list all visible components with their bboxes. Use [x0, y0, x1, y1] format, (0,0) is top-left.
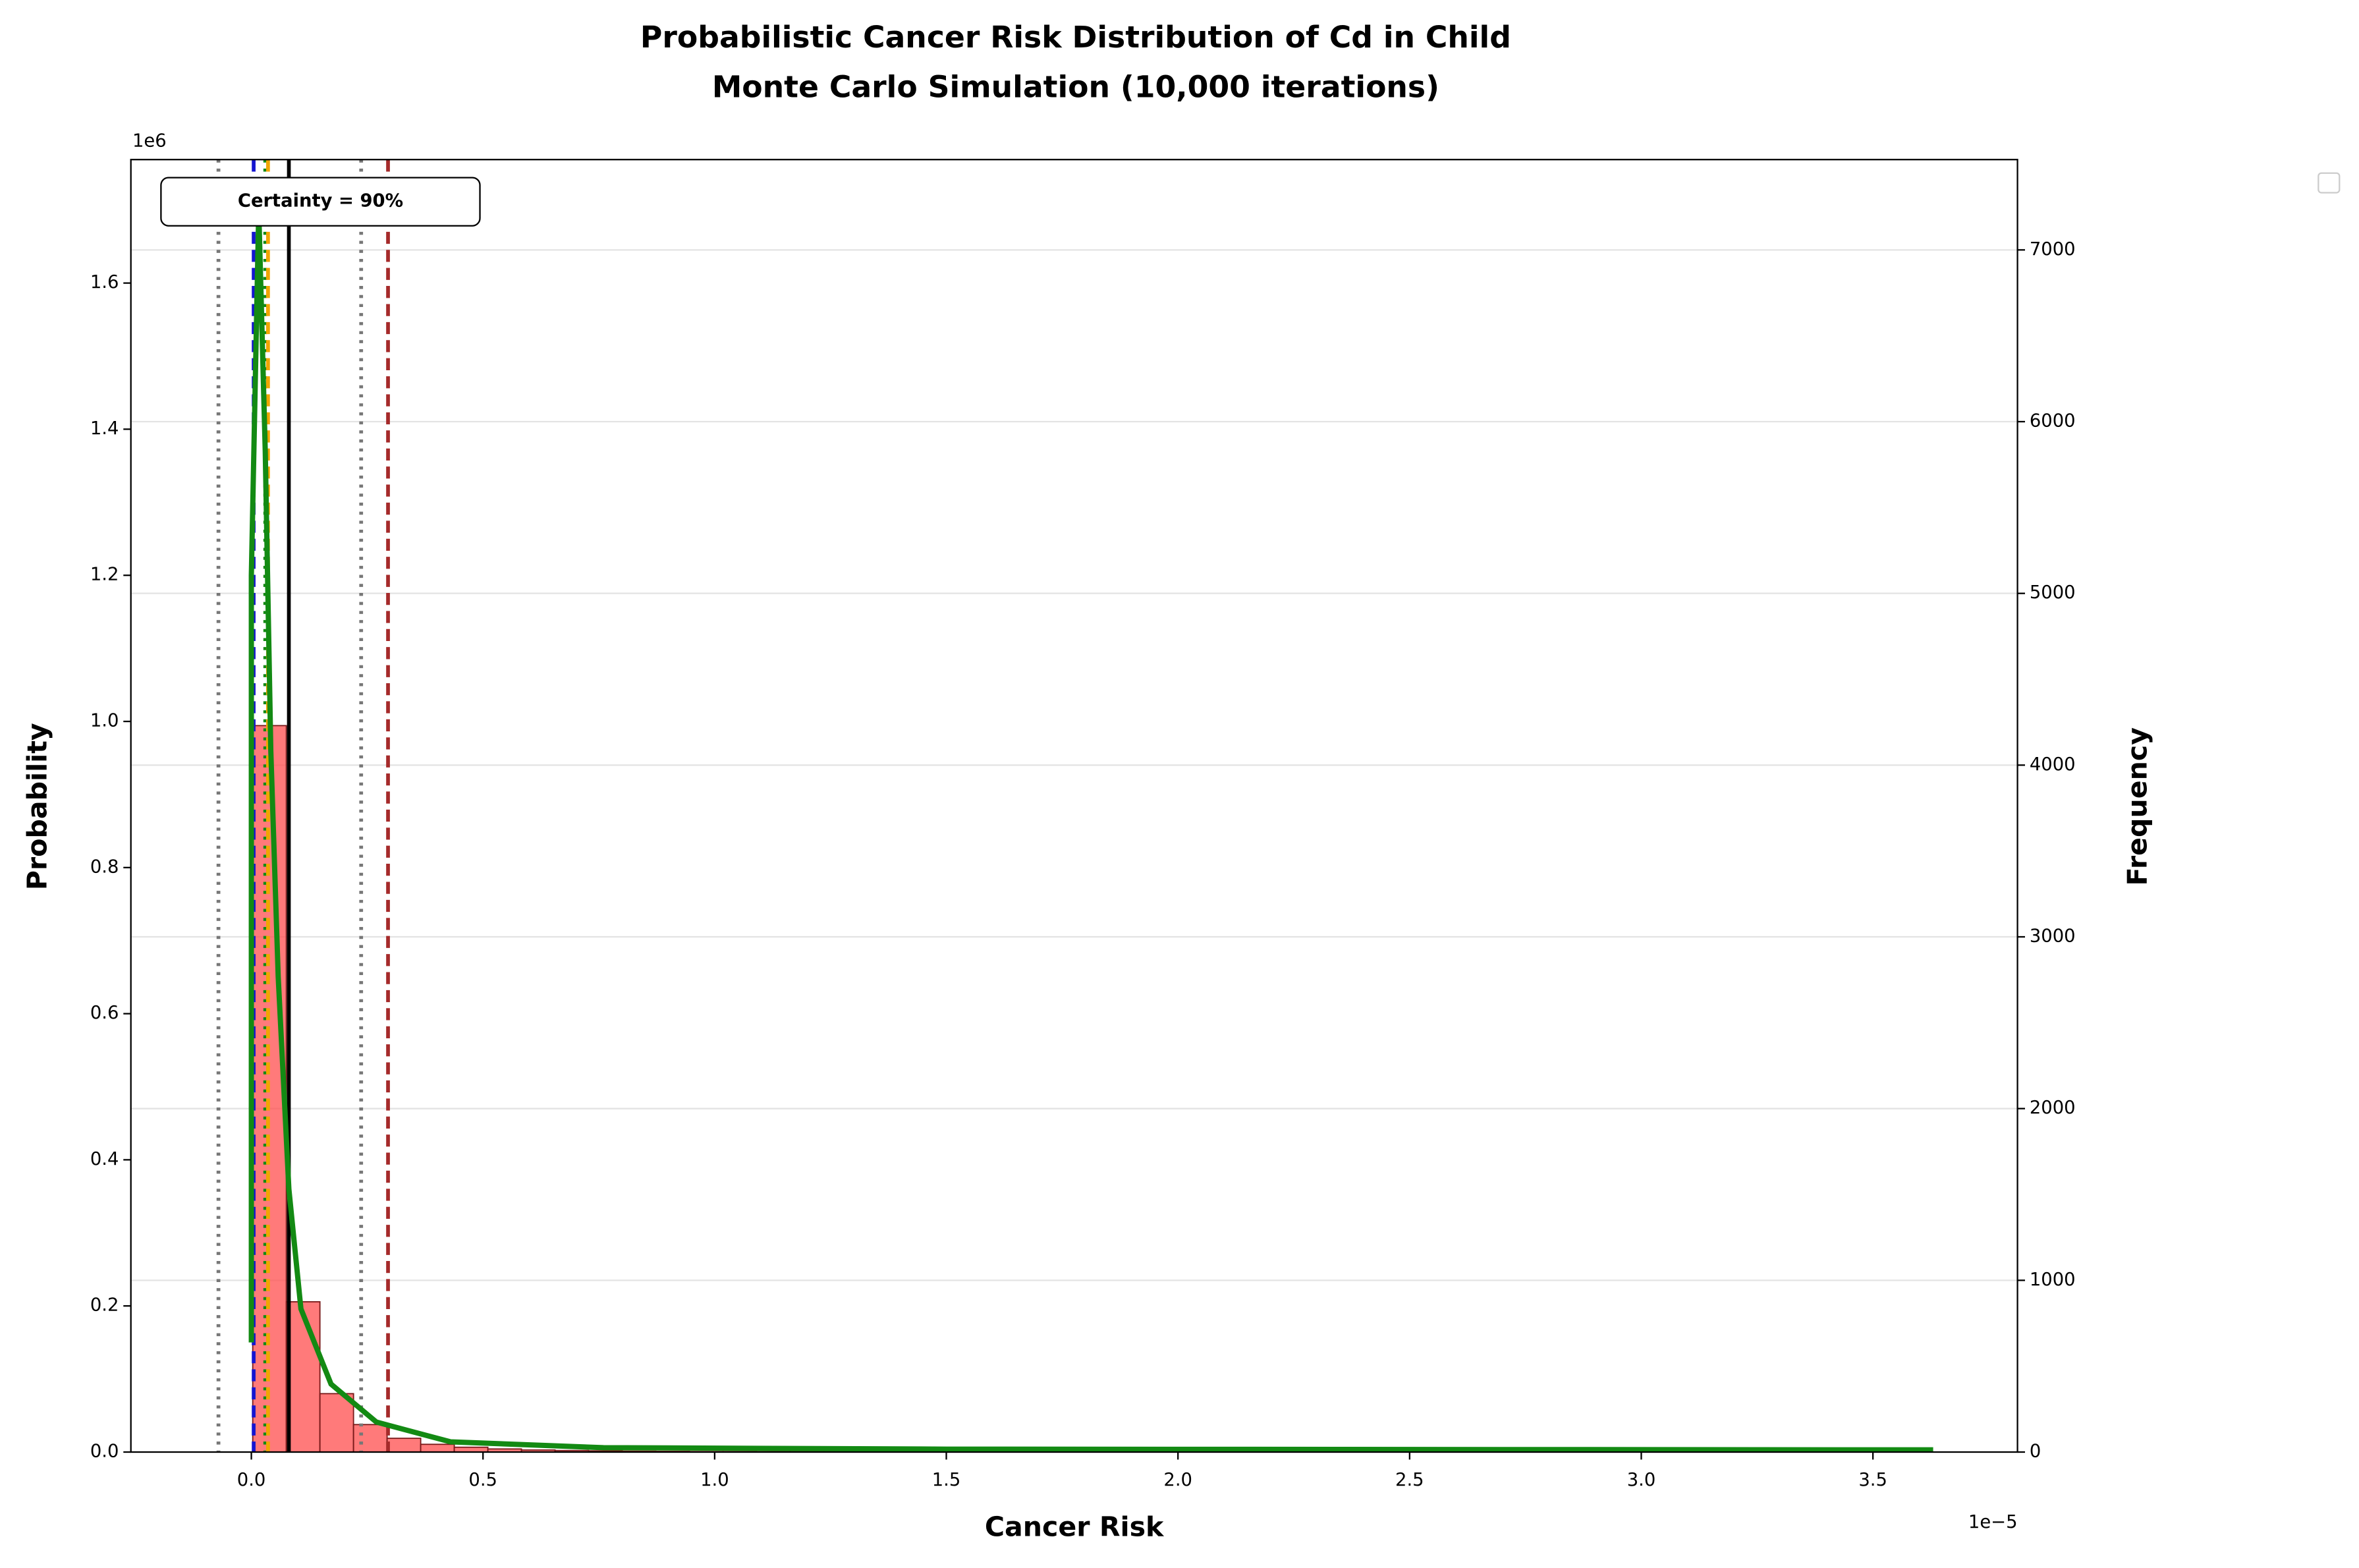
y-tick-label: 0.0	[90, 1442, 119, 1462]
y2-tick-label: 3000	[2030, 926, 2076, 947]
y-tick-label: 0.2	[90, 1295, 119, 1316]
y-tick-label: 1.4	[90, 418, 119, 439]
y2-tick-label: 5000	[2030, 582, 2076, 603]
annotation-box	[160, 177, 481, 227]
y-tick-label: 1.0	[90, 711, 119, 731]
y2-tick-label: 7000	[2030, 239, 2076, 260]
y-axis-label: Probability	[21, 723, 53, 890]
y-tick-label: 0.8	[90, 856, 119, 877]
empty-legend	[2317, 172, 2341, 194]
chart-subtitle: Monte Carlo Simulation (10,000 iteration…	[712, 69, 1439, 104]
y2-tick-label: 1000	[2030, 1270, 2076, 1290]
x-offset-label: 1e−5	[1968, 1512, 2018, 1532]
x-axis-label: Cancer Risk	[985, 1511, 1165, 1542]
x-tick-label: 3.5	[1858, 1470, 1887, 1490]
x-tick-label: 0.0	[237, 1470, 266, 1490]
y-tick-label: 0.6	[90, 1003, 119, 1023]
histogram-bar	[285, 1301, 321, 1453]
y2-tick-label: 2000	[2030, 1098, 2076, 1118]
y2-axis-label: Frequency	[2122, 727, 2153, 886]
y-tick-label: 0.4	[90, 1149, 119, 1169]
x-tick-label: 3.0	[1627, 1470, 1656, 1490]
histogram-bar	[386, 1438, 422, 1453]
plot-frame	[130, 159, 2018, 1453]
y-tick-label: 1.2	[90, 565, 119, 585]
kde-curve	[248, 210, 1933, 1453]
y2-tick-label: 4000	[2030, 754, 2076, 775]
x-tick-label: 1.5	[932, 1470, 961, 1490]
histogram-bar	[319, 1393, 354, 1453]
x-tick-label: 2.0	[1163, 1470, 1192, 1490]
chart-title: Probabilistic Cancer Risk Distribution o…	[640, 20, 1511, 55]
y2-tick-label: 0	[2030, 1442, 2041, 1462]
x-tick-label: 0.5	[468, 1470, 497, 1490]
x-tick-label: 1.0	[700, 1470, 729, 1490]
annotation: Certainty = 90%	[238, 191, 403, 211]
histogram-bar	[420, 1443, 455, 1453]
y-offset-label: 1e6	[132, 130, 167, 151]
x-tick-label: 2.5	[1395, 1470, 1424, 1490]
y2-tick-label: 6000	[2030, 411, 2076, 432]
histogram-bar	[352, 1424, 388, 1453]
y-tick-label: 1.6	[90, 272, 119, 293]
